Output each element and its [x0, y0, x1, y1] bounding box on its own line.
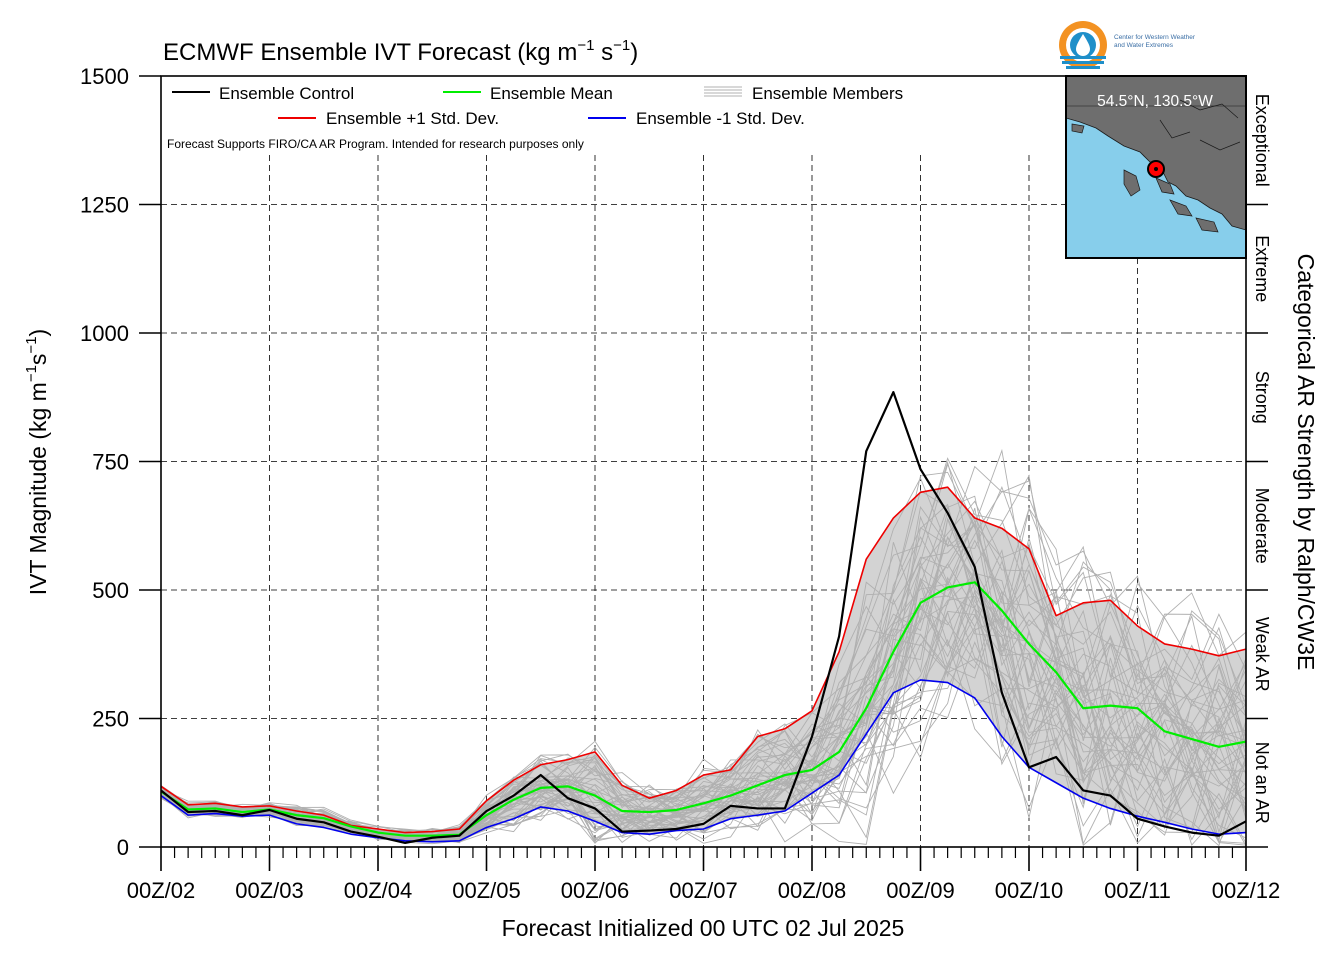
x-axis-label: Forecast Initialized 00 UTC 02 Jul 2025: [502, 915, 905, 941]
y-tick-label: 750: [92, 450, 129, 475]
legend: Ensemble Control Ensemble Mean Ensemble …: [167, 84, 903, 151]
categorical-axis-label: Categorical AR Strength by Ralph/CW3E: [1293, 254, 1319, 671]
ensemble-member-line: [161, 457, 1246, 837]
legend-plus-label: Ensemble +1 Std. Dev.: [326, 109, 499, 128]
ensemble-member-line: [161, 576, 1246, 836]
series-line-minus: [161, 679, 1246, 843]
y-tick-label: 1500: [80, 64, 129, 89]
ensemble-members: [161, 448, 1246, 847]
category-label: Moderate: [1252, 488, 1272, 564]
category-label: Exceptional: [1252, 94, 1272, 187]
category-label: Extreme: [1252, 235, 1272, 302]
x-tick-label: 00Z/07: [669, 878, 738, 903]
x-tick-label: 00Z/03: [235, 878, 304, 903]
x-tick-label: 00Z/12: [1212, 878, 1281, 903]
grid-lines: [161, 155, 1246, 847]
series-line-mean: [161, 581, 1246, 837]
series-lines: [161, 391, 1246, 844]
inset-land: [1066, 76, 1246, 231]
water-drop-icon: [1076, 34, 1090, 56]
x-tick-label: 00Z/11: [1104, 878, 1171, 903]
series-line-control: [161, 391, 1246, 844]
inset-location-text: 54.5°N, 130.5°W: [1097, 93, 1213, 110]
x-tick-label: 00Z/02: [127, 878, 196, 903]
y-tick-label: 500: [92, 578, 129, 603]
legend-mean-label: Ensemble Mean: [490, 84, 613, 103]
x-tick-label: 00Z/08: [778, 878, 847, 903]
legend-minus-label: Ensemble -1 Std. Dev.: [636, 109, 805, 128]
axes: 0 250 500 750 1000 1250 1500 00Z/02 00Z/03 00Z/04…: [80, 64, 1280, 903]
x-tick-label: 00Z/06: [561, 878, 630, 903]
ensemble-member-line: [161, 476, 1246, 832]
ensemble-member-line: [161, 590, 1246, 841]
location-inset-map: 54.5°N, 130.5°W: [1065, 75, 1247, 259]
category-label: Weak AR: [1252, 617, 1272, 692]
legend-members-swatch: [704, 86, 742, 97]
cw3e-logo: [1059, 21, 1107, 69]
x-tick-label: 00Z/10: [995, 878, 1064, 903]
ensemble-member-line: [161, 626, 1246, 846]
logo-text: Center for Western Weather and Water Ext…: [1114, 34, 1196, 49]
y-tick-label: 250: [92, 707, 129, 732]
ensemble-member-line: [161, 460, 1246, 833]
category-label: Not an AR: [1252, 742, 1272, 824]
x-tick-label: 00Z/09: [886, 878, 955, 903]
legend-control-label: Ensemble Control: [219, 84, 354, 103]
y-tick-label: 0: [117, 835, 129, 860]
category-labels: Not an AR Weak AR Moderate Strong Extreme Exc…: [1246, 94, 1272, 848]
y-tick-label: 1250: [80, 193, 129, 218]
x-tick-label: 00Z/05: [452, 878, 521, 903]
chart-title: ECMWF Ensemble IVT Forecast (kg m−1 s−1): [163, 37, 638, 66]
y-axis-label: IVT Magnitude (kg m−1s−1): [23, 329, 51, 595]
disclaimer-text: Forecast Supports FIRO/CA AR Program. In…: [167, 137, 584, 151]
legend-members-label: Ensemble Members: [752, 84, 903, 103]
series-line-plus: [161, 486, 1246, 834]
x-tick-label: 00Z/04: [344, 878, 413, 903]
y-tick-label: 1000: [80, 321, 129, 346]
category-label: Strong: [1252, 371, 1272, 424]
